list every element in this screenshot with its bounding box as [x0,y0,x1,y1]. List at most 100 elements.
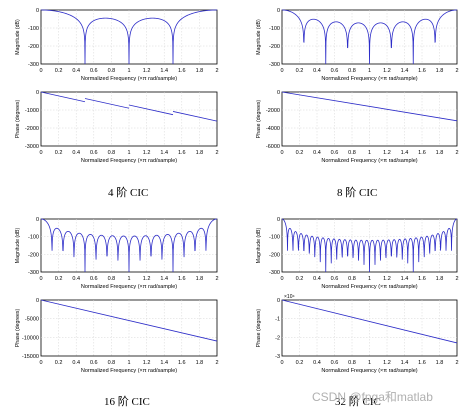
x-tick-magnitude-4: 1 [127,68,130,74]
x-label-phase-4: Normalized Frequency (×π rad/sample) [81,158,177,164]
x-tick-magnitude-8: 0.6 [331,68,339,74]
x-tick-phase-4: 0.4 [72,150,80,156]
y-tick-magnitude-16: 0 [36,217,39,223]
x-tick-phase-32: 0.8 [348,360,356,366]
y-label-phase-8: Phase (degrees) [256,100,262,139]
y-tick-phase-8: 0 [277,90,280,96]
x-tick-phase-8: 0.8 [348,150,356,156]
x-label-phase-8: Normalized Frequency (×π rad/sample) [321,158,417,164]
x-tick-magnitude-8: 1.6 [418,68,426,74]
y-label-magnitude-16: Magnitude (dB) [15,227,21,263]
x-label-magnitude-4: Normalized Frequency (×π rad/sample) [81,76,177,82]
y-tick-phase-32: -2 [275,335,280,341]
x-tick-magnitude-32: 0.4 [313,276,321,282]
x-tick-phase-16: 0.8 [108,360,116,366]
x-tick-phase-32: 0.4 [313,360,321,366]
x-tick-phase-8: 0.6 [331,150,339,156]
y-tick-magnitude-8: -300 [269,62,280,68]
y-tick-magnitude-4: 0 [36,8,39,14]
x-tick-magnitude-4: 1.6 [178,68,186,74]
x-tick-magnitude-8: 0.2 [296,68,304,74]
x-tick-phase-4: 1.6 [178,150,186,156]
x-tick-magnitude-8: 1.8 [436,68,444,74]
x-tick-magnitude-4: 1.2 [143,68,151,74]
panel-magnitude-32 [281,218,458,273]
x-tick-phase-4: 1 [127,150,130,156]
x-tick-magnitude-32: 1 [368,276,371,282]
y-tick-phase-8: -4000 [266,126,280,132]
x-tick-phase-8: 0 [280,150,283,156]
x-tick-phase-8: 0.4 [313,150,321,156]
watermark: CSDN @fpga和matlab [312,390,433,404]
panel-magnitude-4 [40,9,218,65]
x-label-magnitude-16: Normalized Frequency (×π rad/sample) [81,284,177,290]
y-tick-phase-4: -2000 [25,126,39,132]
y-tick-magnitude-16: -200 [28,252,39,258]
series-line-magnitude-16 [40,218,218,273]
x-tick-phase-32: 1.8 [436,360,444,366]
x-tick-phase-16: 1.6 [178,360,186,366]
panel-phase-16 [40,299,218,357]
x-tick-magnitude-4: 1.8 [196,68,204,74]
x-tick-magnitude-16: 1.6 [178,276,186,282]
x-tick-magnitude-16: 1 [127,276,130,282]
y-label-phase-32: Phase (degrees) [256,309,262,348]
y-tick-phase-8: -6000 [266,144,280,150]
y-tick-phase-32: -1 [275,317,280,323]
panel-phase-32 [281,299,458,357]
x-label-phase-16: Normalized Frequency (×π rad/sample) [81,368,177,374]
x-tick-magnitude-16: 2 [215,276,218,282]
x-tick-magnitude-8: 0 [280,68,283,74]
y-tick-phase-4: -3000 [25,144,39,150]
x-tick-phase-16: 0.2 [55,360,63,366]
series-line-phase-16 [40,299,218,342]
x-tick-magnitude-16: 0.6 [90,276,98,282]
y-tick-magnitude-32: -200 [269,252,280,258]
x-tick-magnitude-8: 0.8 [348,68,356,74]
x-tick-magnitude-16: 1.2 [143,276,151,282]
y-label-phase-4: Phase (degrees) [15,100,21,139]
x-tick-phase-16: 0.6 [90,360,98,366]
x-tick-magnitude-8: 2 [455,68,458,74]
y-tick-phase-32: -3 [275,354,280,360]
x-tick-phase-8: 1.6 [418,150,426,156]
y-label-magnitude-32: Magnitude (dB) [256,227,262,263]
x-tick-phase-8: 0.2 [296,150,304,156]
x-tick-phase-8: 1 [368,150,371,156]
x-tick-phase-16: 0 [39,360,42,366]
x-tick-magnitude-16: 0 [39,276,42,282]
x-tick-magnitude-4: 0.2 [55,68,63,74]
x-tick-phase-16: 0.4 [72,360,80,366]
y-tick-magnitude-32: -300 [269,270,280,276]
x-tick-phase-4: 1.8 [196,150,204,156]
y-tick-magnitude-4: -100 [28,26,39,32]
x-tick-magnitude-16: 0.8 [108,276,116,282]
x-tick-magnitude-8: 0.4 [313,68,321,74]
x-tick-magnitude-8: 1.4 [401,68,409,74]
x-label-magnitude-8: Normalized Frequency (×π rad/sample) [321,76,417,82]
x-tick-phase-32: 1.6 [418,360,426,366]
caption-8-order: 8 阶 CIC [337,187,378,199]
y-exponent-phase-32: ×10⁴ [284,294,295,300]
y-tick-phase-4: 0 [36,90,39,96]
caption-32-order: 32 阶 CIC [335,396,381,408]
panel-phase-8 [281,91,458,147]
x-tick-magnitude-32: 1.2 [383,276,391,282]
x-tick-phase-8: 1.2 [383,150,391,156]
x-tick-magnitude-32: 2 [455,276,458,282]
x-tick-magnitude-32: 1.4 [401,276,409,282]
x-tick-phase-4: 0.6 [90,150,98,156]
x-tick-magnitude-16: 1.4 [160,276,168,282]
x-tick-magnitude-32: 0.6 [331,276,339,282]
x-tick-phase-32: 0 [280,360,283,366]
panel-magnitude-8 [281,9,458,65]
x-tick-phase-16: 1 [127,360,130,366]
y-tick-phase-16: -15000 [22,354,39,360]
y-tick-phase-8: -2000 [266,108,280,114]
x-tick-phase-32: 1 [368,360,371,366]
y-tick-magnitude-4: -200 [28,44,39,50]
caption-16-order: 16 阶 CIC [104,396,150,408]
x-tick-magnitude-32: 1.6 [418,276,426,282]
x-tick-magnitude-32: 1.8 [436,276,444,282]
